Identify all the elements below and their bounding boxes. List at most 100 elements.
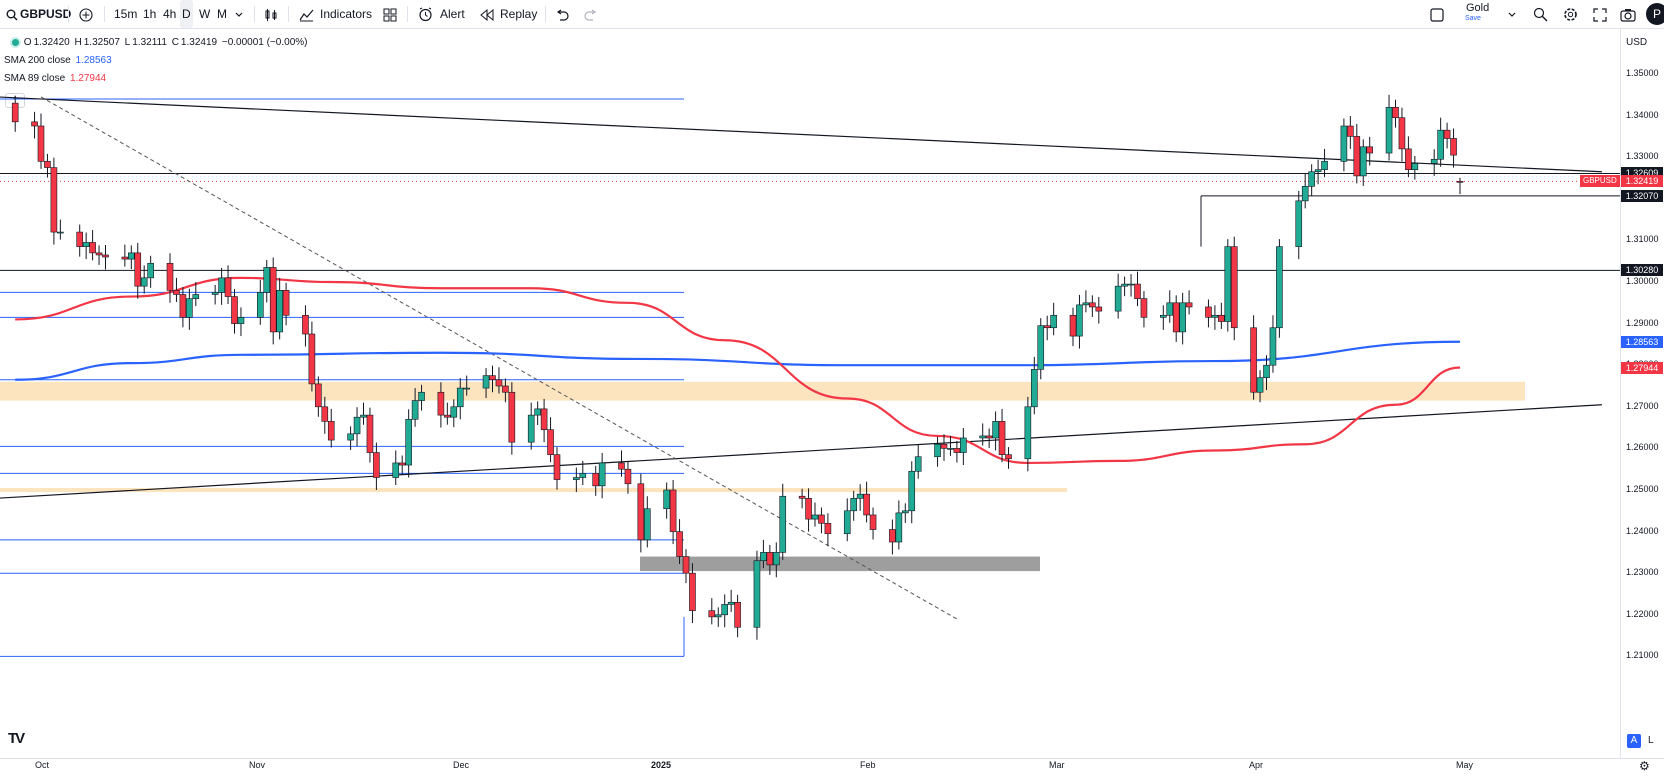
candle (263, 267, 271, 293)
interval-w[interactable]: W (199, 7, 211, 21)
camera-icon[interactable] (1620, 0, 1636, 28)
indicators-button[interactable]: Indicators (320, 7, 373, 21)
candle (547, 429, 554, 455)
candle (753, 560, 761, 628)
candle (179, 294, 187, 318)
magnifier-icon[interactable] (1533, 0, 1548, 28)
candle (624, 468, 632, 485)
candle (1340, 125, 1348, 162)
candle (1224, 246, 1232, 322)
log-scale-button[interactable]: L (1648, 735, 1654, 746)
candle (482, 375, 490, 389)
candle (689, 572, 696, 611)
auto-scale-button[interactable]: A (1627, 734, 1641, 748)
candle (405, 418, 412, 466)
candle (173, 290, 180, 295)
interval-1h[interactable]: 1h (143, 7, 157, 21)
chevron-down-icon[interactable] (235, 0, 243, 28)
time-tick-label: Oct (35, 760, 50, 770)
currency-label[interactable]: USD (1626, 37, 1648, 48)
candle (1089, 302, 1096, 308)
candle (31, 121, 38, 127)
candle (392, 462, 400, 478)
alert-icon[interactable] (418, 0, 433, 28)
candle (353, 416, 361, 435)
replay-icon[interactable] (480, 0, 494, 28)
price-tick-label: 1.30000 (1626, 276, 1659, 286)
fullscreen-icon[interactable] (1593, 0, 1607, 28)
candle (960, 437, 967, 453)
candle (734, 602, 741, 628)
candle (211, 292, 219, 295)
candle (669, 489, 677, 532)
candle (276, 290, 283, 333)
price-tick-label: 1.21000 (1626, 650, 1659, 661)
candle (805, 498, 812, 520)
candle (1095, 306, 1103, 312)
symbol-name[interactable]: GBPUSD (20, 7, 72, 21)
candles-icon[interactable] (264, 0, 278, 28)
search-icon[interactable] (6, 0, 18, 28)
interval-d[interactable]: D (180, 0, 193, 28)
candle (1172, 302, 1180, 333)
trend-line (40, 96, 958, 620)
candle (573, 477, 580, 480)
plan-label[interactable]: Gold (1466, 2, 1490, 14)
sma200-legend[interactable]: SMA 200 close 1.28563 (4, 55, 114, 66)
avatar[interactable]: P (1646, 3, 1664, 25)
candle (1411, 163, 1419, 170)
candle (1450, 138, 1457, 156)
interval-15m[interactable]: 15m (114, 7, 138, 21)
candle (327, 421, 335, 441)
candle (186, 298, 193, 318)
trend-line (0, 404, 1602, 499)
checkbox-icon[interactable] (1430, 0, 1444, 28)
undo-icon[interactable] (555, 0, 569, 28)
candle (1069, 314, 1077, 337)
redo-icon[interactable] (584, 0, 598, 28)
candle (985, 435, 993, 439)
symbol-price-tag: GBPUSD (1580, 175, 1620, 188)
layout-icon[interactable] (383, 0, 397, 28)
candle (128, 252, 135, 260)
candle (1269, 327, 1277, 366)
toolbar-divider (288, 6, 289, 22)
candle (1121, 283, 1128, 287)
sma89-value: 1.27944 (69, 73, 107, 84)
candle (940, 443, 948, 449)
price-tick-label: 1.26000 (1626, 442, 1659, 453)
interval-m[interactable]: M (217, 7, 227, 21)
add-symbol-icon[interactable] (79, 0, 93, 28)
candle (95, 252, 103, 256)
toolbar-divider (68, 6, 69, 22)
candle (953, 448, 961, 453)
ohlc-open-label: O (23, 37, 32, 48)
candle (1385, 106, 1393, 154)
tradingview-logo[interactable]: TV (8, 730, 25, 747)
price-tick-label: 1.35000 (1626, 68, 1659, 78)
price-tag: 1.28563 (1621, 335, 1663, 348)
candle (366, 414, 374, 453)
sma89-legend[interactable]: SMA 89 close 1.27944 (4, 73, 108, 84)
candle (1114, 285, 1122, 312)
candle (708, 610, 716, 618)
candle (1140, 298, 1148, 318)
price-chart[interactable] (0, 29, 1620, 758)
time-tick-label: Dec (453, 760, 470, 770)
candle (1160, 314, 1167, 318)
candle (1031, 369, 1038, 408)
ohlc-high: 1.32507 (83, 37, 120, 48)
price-tick-label: 1.34000 (1626, 109, 1659, 120)
chevron-down-icon[interactable] (1508, 0, 1516, 28)
interval-4h[interactable]: 4h (163, 7, 177, 21)
plan-sub-label: Save (1465, 15, 1481, 22)
candle (1398, 117, 1406, 150)
settings-icon[interactable] (1563, 0, 1578, 28)
candle (663, 489, 670, 510)
ohlc-low: 1.32111 (132, 37, 167, 48)
alert-button[interactable]: Alert (440, 7, 465, 21)
replay-button[interactable]: Replay (500, 7, 538, 21)
candle (89, 242, 96, 254)
indicators-icon[interactable] (299, 0, 314, 28)
axis-settings-icon[interactable]: ⚙ (1639, 759, 1650, 773)
